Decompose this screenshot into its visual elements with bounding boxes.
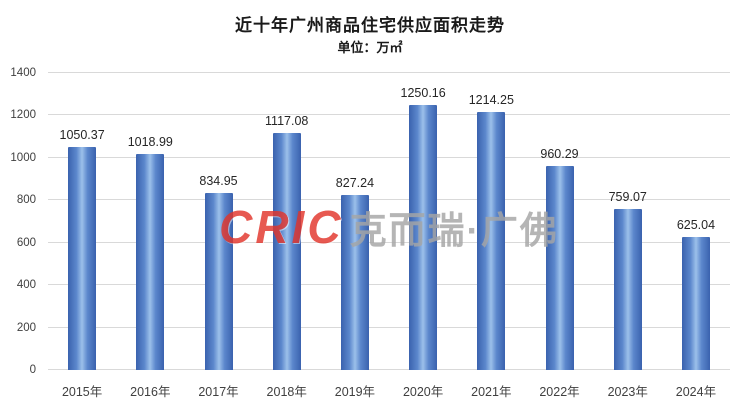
bar-slot: 625.04 xyxy=(662,73,730,370)
bar-slot: 834.95 xyxy=(184,73,252,370)
x-tick-label: 2016年 xyxy=(130,385,171,399)
x-tick-label: 2021年 xyxy=(471,385,512,399)
x-tick-label: 2019年 xyxy=(334,385,376,399)
bar xyxy=(340,194,369,370)
bar-value-label: 1018.99 xyxy=(127,134,173,149)
y-axis: 0 200 400 600 800 1000 1200 1400 xyxy=(0,67,42,376)
y-tick-label: 1200 xyxy=(10,109,36,122)
bar-value-label: 1250.16 xyxy=(400,85,446,100)
bar xyxy=(613,208,642,370)
plot-area: 1050.37 1018.99 834.95 1117.08 827.24 1250.16… xyxy=(48,72,730,370)
y-tick-label: 400 xyxy=(16,279,36,292)
bar-slot: 1050.37 xyxy=(48,73,116,370)
bar-slot: 1250.16 xyxy=(389,73,457,370)
gridline xyxy=(48,156,730,158)
bar-value-label: 1214.25 xyxy=(468,93,514,108)
bar xyxy=(68,147,97,370)
bar xyxy=(477,112,506,370)
bar xyxy=(409,104,438,370)
bar-slot: 827.24 xyxy=(321,73,389,370)
y-tick-label: 1000 xyxy=(10,151,36,164)
y-tick-label: 800 xyxy=(16,194,36,207)
x-tick-label: 2024年 xyxy=(675,385,717,399)
gridline xyxy=(48,369,730,370)
bar-value-label: 960.29 xyxy=(540,147,579,162)
gridline xyxy=(48,241,730,243)
bar-value-label: 827.24 xyxy=(335,175,375,190)
gridline xyxy=(48,72,730,73)
y-tick-label: 0 xyxy=(29,364,36,376)
bar-value-label: 1050.37 xyxy=(59,128,105,143)
gridline xyxy=(48,284,730,286)
bar-slot: 1214.25 xyxy=(457,73,525,370)
bar-slot: 960.29 xyxy=(525,73,593,370)
x-tick-label: 2017年 xyxy=(198,385,239,399)
chart-title: 近十年广州商品住宅供应面积走势 xyxy=(235,16,505,35)
bars-container: 1050.37 1018.99 834.95 1117.08 827.24 1250.16… xyxy=(48,73,730,370)
x-tick-label: 2015年 xyxy=(61,385,103,399)
y-tick-label: 1400 xyxy=(10,67,36,79)
y-tick-label: 200 xyxy=(16,321,36,334)
bar-slot: 1018.99 xyxy=(116,73,184,370)
bar-value-label: 1117.08 xyxy=(265,114,309,129)
x-axis: 2015年 2016年 2017年 2018年 2019年 2020年 2021年 2022年… xyxy=(48,381,730,400)
bar xyxy=(272,133,301,370)
bar-value-label: 625.04 xyxy=(676,218,716,233)
bar-value-label: 759.07 xyxy=(608,189,647,204)
bar-slot: 759.07 xyxy=(594,73,662,370)
x-tick-label: 2018年 xyxy=(266,385,307,399)
gridline xyxy=(48,326,730,328)
x-tick-label: 2022年 xyxy=(539,385,580,399)
gridline xyxy=(48,114,730,116)
bar xyxy=(545,166,574,370)
x-tick-label: 2023年 xyxy=(607,385,648,399)
bar-value-label: 834.95 xyxy=(199,173,238,188)
gridline xyxy=(48,199,730,201)
bar xyxy=(136,153,165,370)
bar xyxy=(681,237,710,370)
y-tick-label: 600 xyxy=(16,236,36,249)
bar xyxy=(204,192,233,370)
x-tick-label: 2020年 xyxy=(402,385,444,399)
chart-subtitle: 单位：万㎡ xyxy=(337,40,403,55)
bar-slot: 1117.08 xyxy=(253,73,321,370)
